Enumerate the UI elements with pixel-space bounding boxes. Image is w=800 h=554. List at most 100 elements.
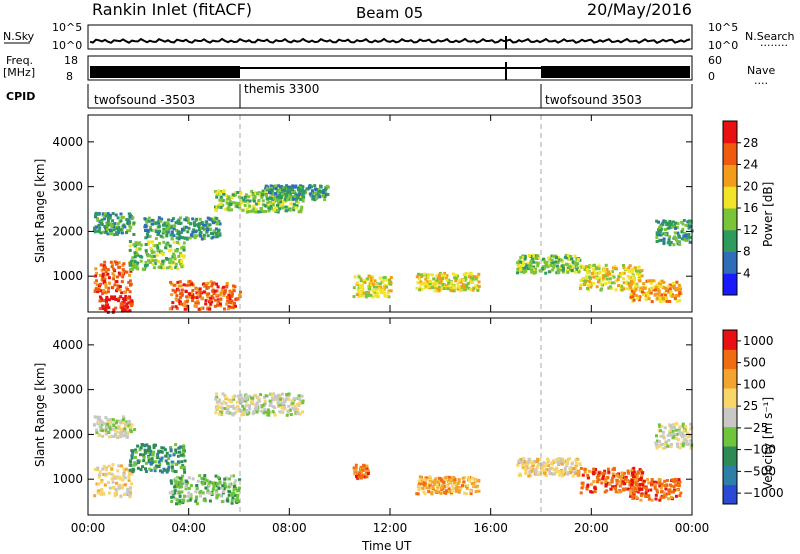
data-cell	[667, 290, 671, 294]
data-cell	[558, 473, 562, 477]
data-cell	[206, 228, 210, 232]
data-cell	[415, 492, 419, 496]
data-cell	[236, 394, 240, 398]
data-cell	[97, 212, 101, 216]
data-cell	[630, 270, 634, 274]
data-cell	[235, 496, 239, 500]
data-cell	[101, 491, 105, 495]
data-cell	[629, 279, 633, 283]
data-cell	[639, 287, 643, 291]
data-cell	[223, 307, 226, 311]
data-cell	[687, 226, 691, 230]
data-cell	[128, 492, 132, 496]
data-cell	[203, 477, 207, 481]
data-cell	[128, 495, 132, 499]
data-cell	[612, 275, 616, 279]
data-cell	[689, 224, 693, 228]
data-cell	[451, 272, 455, 276]
data-cell	[115, 231, 118, 235]
data-cell	[683, 231, 687, 235]
data-cell	[98, 470, 102, 474]
data-cell	[145, 251, 148, 255]
data-cell	[179, 480, 183, 484]
data-cell	[104, 432, 108, 436]
data-cell	[447, 475, 451, 479]
data-cell	[640, 471, 644, 475]
data-cell	[151, 453, 155, 457]
data-cell	[574, 469, 578, 473]
data-cell	[662, 299, 665, 303]
data-cell	[605, 272, 609, 276]
data-cell	[353, 472, 357, 476]
data-cell	[443, 478, 447, 482]
data-cell	[668, 287, 672, 291]
data-cell	[273, 184, 277, 188]
data-cell	[284, 205, 288, 209]
data-cell	[231, 413, 235, 417]
data-cell	[286, 188, 290, 192]
data-cell	[243, 399, 247, 403]
data-cell	[653, 485, 657, 489]
data-cell	[140, 255, 144, 259]
data-cell	[153, 254, 157, 258]
data-cell	[437, 285, 441, 289]
data-cell	[359, 279, 363, 283]
data-cell	[264, 184, 268, 188]
data-cell	[281, 192, 284, 196]
data-cell	[171, 495, 175, 499]
data-cell	[127, 420, 131, 424]
data-cell	[631, 267, 635, 271]
data-cell	[281, 188, 285, 192]
data-cell	[130, 472, 134, 476]
data-cell	[291, 401, 295, 405]
data-cell	[531, 253, 535, 257]
data-cell	[173, 257, 177, 261]
data-cell	[544, 264, 548, 267]
data-cell	[546, 264, 550, 268]
data-cell	[684, 441, 688, 445]
data-cell	[682, 234, 686, 238]
data-cell	[146, 240, 150, 244]
data-cell	[254, 191, 258, 195]
data-cell	[149, 461, 153, 465]
data-cell	[353, 275, 357, 279]
data-cell	[654, 493, 658, 497]
data-cell	[180, 265, 184, 269]
data-cell	[115, 421, 118, 425]
data-cell	[165, 470, 169, 474]
data-cell	[213, 289, 217, 293]
data-cell	[224, 396, 228, 399]
data-cell	[93, 281, 97, 285]
data-cell	[175, 249, 179, 253]
data-cell	[678, 235, 681, 239]
data-cell	[215, 195, 219, 199]
data-cell	[227, 493, 231, 497]
data-cell	[264, 410, 268, 414]
data-cell	[655, 443, 658, 447]
data-cell	[535, 465, 539, 469]
data-cell	[216, 285, 220, 289]
data-cell	[155, 253, 159, 257]
data-cell	[665, 484, 669, 487]
data-cell	[233, 493, 237, 497]
data-cell	[170, 219, 174, 223]
data-cell	[119, 421, 123, 425]
data-cell	[112, 228, 116, 232]
data-cell	[109, 222, 113, 226]
data-cell	[169, 248, 173, 252]
data-cell	[117, 299, 120, 303]
data-cell	[620, 272, 624, 275]
data-cell	[655, 439, 659, 443]
data-cell	[224, 485, 228, 489]
data-cell	[206, 488, 210, 492]
data-cell	[527, 265, 531, 269]
data-cell	[94, 215, 98, 219]
data-cell	[649, 488, 653, 492]
data-cell	[183, 307, 187, 311]
data-cell	[171, 468, 174, 472]
data-cell	[688, 442, 692, 446]
data-cell	[387, 289, 391, 293]
data-cell	[610, 478, 614, 482]
data-cell	[99, 419, 103, 423]
